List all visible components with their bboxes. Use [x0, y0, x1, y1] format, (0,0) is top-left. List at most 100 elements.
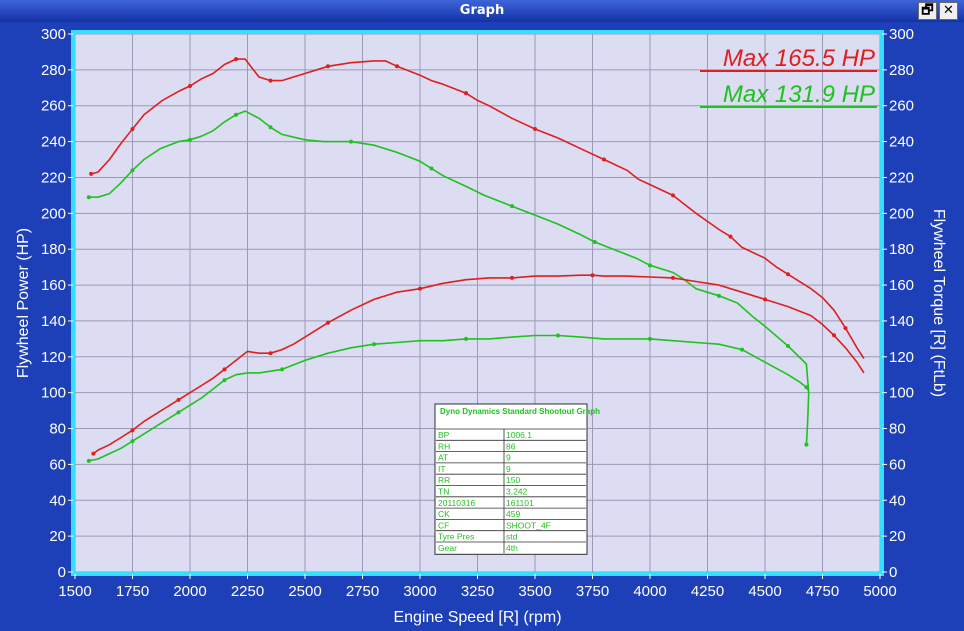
y-tick-label: 300	[41, 26, 66, 43]
window-title: Graph	[459, 3, 505, 18]
x-tick-label: 2750	[346, 583, 379, 600]
data-point	[464, 336, 468, 341]
y2-tick-label: 0	[889, 564, 897, 581]
data-point	[418, 286, 422, 291]
y2-tick-label: 140	[889, 313, 914, 330]
legend-entry: Max 165.5 HP	[723, 45, 875, 72]
y2-tick-label: 80	[889, 421, 906, 438]
y2-tick-label: 180	[889, 241, 914, 258]
data-point	[91, 451, 96, 456]
x-tick-label: 3500	[518, 583, 551, 600]
x-tick-label: 3250	[461, 583, 494, 600]
data-point	[592, 240, 597, 245]
y-tick-label: 100	[41, 385, 66, 402]
data-point	[372, 342, 376, 347]
data-point	[395, 64, 399, 69]
data-point	[89, 171, 94, 176]
info-key: RH	[438, 441, 450, 451]
data-point	[130, 439, 135, 444]
y-tick-label: 20	[49, 528, 66, 545]
y2-tick-label: 200	[889, 205, 914, 222]
x-tick-label: 2250	[231, 583, 264, 600]
data-point	[268, 125, 273, 130]
close-icon[interactable]: ✕	[939, 2, 958, 20]
data-point	[130, 428, 135, 433]
info-box-header: Dyno Dynamics Standard Shootout Graph	[440, 407, 600, 416]
y2-tick-label: 100	[889, 385, 914, 402]
info-key: TN	[438, 487, 449, 497]
data-point	[222, 367, 227, 372]
data-point	[188, 84, 192, 89]
y2-tick-label: 160	[889, 277, 914, 294]
data-point	[326, 64, 330, 69]
y-tick-label: 0	[58, 564, 66, 581]
y-tick-label: 40	[49, 492, 66, 509]
x-axis-label: Engine Speed [R] (rpm)	[393, 609, 561, 626]
info-value: std	[506, 532, 518, 542]
data-point	[268, 351, 273, 356]
data-point	[464, 91, 468, 96]
data-point	[510, 275, 514, 280]
info-key: AT	[438, 453, 448, 463]
y-tick-label: 60	[49, 456, 66, 473]
y2-tick-label: 260	[889, 98, 914, 115]
x-tick-label: 3750	[576, 583, 609, 600]
data-point	[268, 78, 273, 83]
info-value: 4th	[506, 543, 518, 553]
x-tick-label: 2000	[173, 583, 206, 600]
dyno-chart: 1500 1750 2000 2250 2500 2750 3000 3250 3500 3750…	[15, 26, 947, 626]
data-point	[234, 112, 238, 117]
data-point	[280, 367, 284, 372]
info-key: Gear	[438, 543, 457, 553]
data-point	[717, 293, 721, 298]
data-point	[590, 273, 595, 278]
data-point	[176, 410, 181, 415]
series-line-4	[88, 334, 810, 462]
data-point	[429, 166, 434, 171]
info-key: CK	[438, 509, 450, 519]
info-key: RR	[438, 475, 450, 485]
x-tick-label: 4500	[748, 583, 781, 600]
y-tick-label: 280	[41, 62, 66, 79]
series-line-3	[92, 274, 865, 455]
x-tick-label: 2500	[288, 583, 321, 600]
data-point	[832, 333, 836, 338]
data-point	[556, 333, 560, 338]
y2-axis-label: Flywheel Torque [R] (FtLb)	[930, 209, 947, 397]
data-point	[786, 344, 790, 349]
data-point	[602, 157, 606, 162]
y-tick-label: 140	[41, 313, 66, 330]
y-tick-label: 160	[41, 277, 66, 294]
data-point	[843, 326, 848, 331]
info-value: 161101	[506, 498, 534, 508]
data-point	[349, 139, 353, 144]
info-key: 20110316	[438, 498, 475, 508]
y-tick-label: 120	[41, 349, 66, 366]
x-tick-label: 1500	[58, 583, 91, 600]
y-tick-label: 180	[41, 241, 66, 258]
y2-tick-label: 240	[889, 134, 914, 151]
data-point	[86, 458, 91, 463]
y-tick-label: 80	[49, 421, 66, 438]
y2-tick-label: 40	[889, 492, 906, 509]
y2-tick-label: 60	[889, 456, 906, 473]
data-point	[234, 57, 238, 62]
y2-tick-label: 120	[889, 349, 914, 366]
restore-icon[interactable]: 🗗	[918, 2, 937, 20]
info-value: 1006.1	[506, 430, 532, 440]
data-point	[222, 378, 227, 383]
info-key: BP	[438, 430, 450, 440]
title-bar[interactable]: Graph 🗗 ✕	[0, 0, 964, 22]
data-point	[510, 204, 514, 209]
y2-tick-label: 220	[889, 169, 914, 186]
x-tick-label: 3000	[403, 583, 436, 600]
x-tick-label: 4000	[633, 583, 666, 600]
y-tick-label: 240	[41, 134, 66, 151]
data-point	[786, 272, 790, 277]
info-value: 9	[506, 453, 511, 463]
x-tick-label: 4750	[806, 583, 839, 600]
y-tick-label: 200	[41, 205, 66, 222]
data-point	[648, 336, 652, 341]
info-key: IT	[438, 464, 446, 474]
data-point	[728, 234, 733, 239]
